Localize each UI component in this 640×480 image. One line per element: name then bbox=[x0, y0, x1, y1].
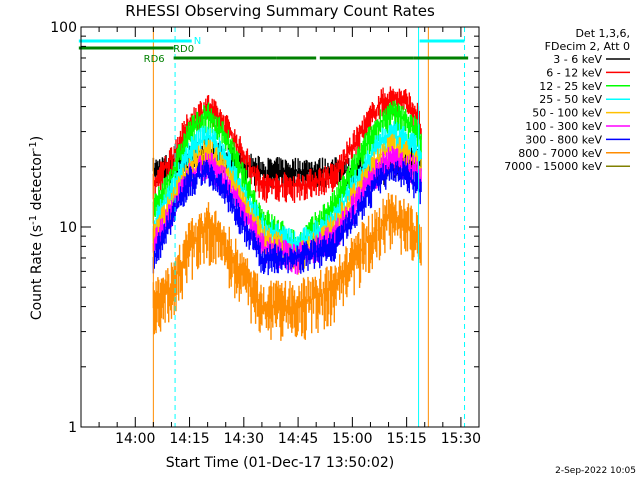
chart-title: RHESSI Observing Summary Count Rates bbox=[125, 2, 435, 20]
flag-label-rd6: RD6 bbox=[144, 54, 165, 65]
y-tick-label: 100 bbox=[50, 20, 77, 36]
legend-entry: 100 - 300 keV bbox=[525, 120, 602, 133]
y-axis-label-rest: detector bbox=[29, 151, 45, 215]
flag-label-n: N bbox=[194, 36, 201, 47]
y-axis-label-end: ) bbox=[29, 136, 45, 141]
legend-entry: 7000 - 15000 keV bbox=[504, 160, 602, 173]
y-tick-label: 10 bbox=[59, 220, 77, 236]
legend-entry: 300 - 800 keV bbox=[525, 133, 602, 146]
x-tick-label: 15:15 bbox=[386, 431, 426, 447]
y-axis-label-main: Count Rate (s bbox=[29, 225, 45, 320]
y-axis-label: Count Rate (s-1 detector-1) bbox=[28, 136, 46, 320]
legend-entry: 6 - 12 keV bbox=[546, 66, 602, 79]
x-tick-label: 15:00 bbox=[332, 431, 372, 447]
axes: 1 10 100 14:00 14:15 14:30 14:45 15:00 15:15 15:3… bbox=[50, 20, 481, 447]
x-tick-label: 15:30 bbox=[441, 431, 481, 447]
legend-entry: 3 - 6 keV bbox=[553, 53, 602, 66]
y-axis-label-sup2: -1 bbox=[28, 141, 39, 151]
flag-label-rd0: RD0 bbox=[173, 44, 194, 55]
x-axis-label: Start Time (01-Dec-17 13:50:02) bbox=[166, 455, 394, 471]
legend-header: Det 1,3,6, bbox=[575, 27, 630, 40]
legend-entry: 50 - 100 keV bbox=[532, 107, 602, 120]
legend-header: FDecim 2, Att 0 bbox=[545, 40, 630, 53]
y-tick-label: 1 bbox=[68, 420, 77, 436]
legend-entry: 12 - 25 keV bbox=[539, 80, 602, 93]
x-tick-label: 14:30 bbox=[224, 431, 264, 447]
y-axis-label-sup: -1 bbox=[28, 215, 39, 225]
legend-entry: 800 - 7000 keV bbox=[518, 147, 602, 160]
x-tick-label: 14:00 bbox=[115, 431, 155, 447]
x-tick-label: 14:15 bbox=[169, 431, 209, 447]
x-tick-label: 14:45 bbox=[278, 431, 318, 447]
timestamp: 2-Sep-2022 10:05 bbox=[555, 466, 636, 476]
legend-entry: 25 - 50 keV bbox=[539, 93, 602, 106]
